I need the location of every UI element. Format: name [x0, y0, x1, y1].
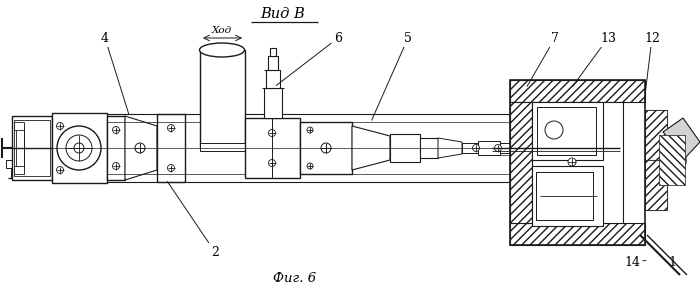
Bar [532, 166, 603, 226]
Bar [107, 116, 125, 180]
Bar [14, 120, 50, 176]
Text: 14: 14 [624, 255, 646, 268]
Circle shape [269, 130, 276, 137]
Circle shape [57, 122, 64, 130]
Bar [510, 223, 645, 245]
Circle shape [57, 166, 64, 173]
Bar [12, 116, 52, 180]
Circle shape [135, 143, 145, 153]
Polygon shape [125, 116, 157, 180]
Bar [14, 122, 24, 130]
Text: 4: 4 [101, 31, 129, 114]
Bar [510, 80, 645, 245]
Text: Ход: Ход [212, 26, 232, 35]
Text: 2: 2 [167, 181, 219, 259]
Circle shape [167, 124, 174, 132]
Bar [200, 50, 245, 148]
Bar [532, 102, 623, 223]
Text: Вид В: Вид В [260, 7, 305, 21]
Bar [52, 113, 107, 183]
Polygon shape [438, 138, 462, 158]
Bar [14, 166, 24, 174]
Text: 5: 5 [372, 31, 412, 120]
Circle shape [473, 145, 480, 151]
Polygon shape [352, 126, 390, 170]
Polygon shape [663, 118, 700, 158]
Bar [420, 138, 438, 158]
Circle shape [549, 125, 559, 135]
Bar [537, 107, 596, 155]
Circle shape [269, 160, 276, 166]
Circle shape [545, 121, 563, 139]
Bar [462, 143, 492, 153]
Circle shape [74, 143, 84, 153]
Bar [300, 122, 352, 174]
Text: 7: 7 [527, 31, 559, 86]
Circle shape [307, 163, 313, 169]
Circle shape [321, 143, 331, 153]
Circle shape [167, 164, 174, 171]
Bar [478, 141, 500, 155]
Circle shape [307, 127, 313, 133]
Circle shape [57, 126, 101, 170]
Bar [245, 118, 300, 178]
Ellipse shape [199, 43, 244, 57]
Text: Фиг. 6: Фиг. 6 [274, 272, 316, 285]
Circle shape [494, 145, 501, 151]
Bar [157, 114, 185, 182]
Circle shape [66, 135, 92, 161]
Text: 6: 6 [276, 31, 342, 86]
Bar [6, 160, 16, 168]
Bar [264, 88, 282, 118]
Bar [390, 134, 420, 162]
Circle shape [113, 126, 120, 134]
Bar [510, 102, 532, 223]
Bar [270, 48, 276, 56]
Bar [645, 160, 667, 210]
Bar [645, 110, 667, 160]
Bar [532, 102, 603, 160]
Bar [645, 160, 667, 210]
Bar [659, 135, 685, 185]
Circle shape [113, 162, 120, 170]
Text: 12: 12 [644, 31, 660, 91]
Text: 1: 1 [668, 255, 676, 268]
Bar [268, 56, 278, 70]
Text: 13: 13 [573, 31, 616, 87]
Circle shape [568, 158, 576, 166]
Bar [510, 80, 645, 102]
Bar [16, 124, 24, 172]
Bar [266, 70, 280, 88]
Bar [200, 143, 245, 151]
Bar [536, 172, 593, 220]
Bar [500, 143, 510, 153]
Bar [645, 110, 667, 160]
